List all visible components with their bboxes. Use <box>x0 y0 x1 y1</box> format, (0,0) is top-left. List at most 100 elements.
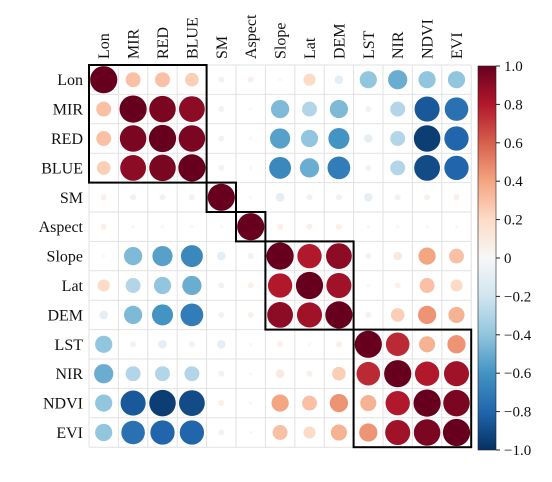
correlation-circle-dem-sm <box>218 311 225 318</box>
correlation-circle-lat-aspect <box>247 282 254 289</box>
correlation-circle-aspect-evi <box>454 225 459 229</box>
correlation-circle-lon-lat <box>303 73 316 86</box>
correlation-circle-mir-lon <box>96 101 112 117</box>
correlation-circle-red-lon <box>96 131 112 146</box>
row-label-lat: Lat <box>62 278 84 295</box>
correlation-circle-ndvi-aspect <box>249 401 253 405</box>
correlation-circle-dem-slope <box>267 302 293 328</box>
correlation-circle-evi-red <box>150 420 175 445</box>
row-label-ndvi: NDVI <box>43 396 83 413</box>
correlation-circle-sm-lst <box>364 193 373 202</box>
row-label-blue: BLUE <box>41 160 83 177</box>
correlation-circle-red-blue <box>178 125 206 152</box>
correlation-circle-nir-dem <box>332 366 346 381</box>
correlation-circle-mir-mir <box>119 95 147 123</box>
correlation-circle-aspect-aspect <box>237 213 265 241</box>
highlight-block-sm-sm <box>205 181 238 214</box>
correlation-circle-nir-slope <box>275 369 285 379</box>
correlation-circle-sm-dem <box>335 194 342 201</box>
column-label-blue: BLUE <box>184 17 201 59</box>
colorbar-tick-label: −1.0 <box>504 443 531 459</box>
correlation-circle-sm-nir <box>394 194 401 201</box>
correlation-circle-lst-lst <box>354 330 382 358</box>
correlation-circle-lon-ndvi <box>418 71 436 89</box>
column-label-nir: NIR <box>390 31 407 59</box>
correlation-circle-blue-lon <box>96 161 111 175</box>
correlation-circle-ndvi-mir <box>120 390 146 416</box>
correlation-circle-lst-dem <box>335 341 342 348</box>
correlation-circle-lat-lst <box>366 283 370 288</box>
correlation-circle-ndvi-blue <box>179 390 205 416</box>
correlation-circle-dem-lst <box>365 311 372 318</box>
correlation-circle-dem-mir <box>123 305 143 325</box>
highlight-block-aspect-aspect <box>235 211 267 243</box>
correlation-circle-sm-ndvi <box>424 194 431 201</box>
highlight-block-lst-evi <box>352 328 473 449</box>
correlation-circle-nir-lon <box>94 364 114 384</box>
correlation-circle-nir-nir <box>384 360 412 388</box>
correlation-circle-lon-mir <box>125 72 141 88</box>
correlation-circle-red-aspect <box>249 136 253 141</box>
column-label-lat: Lat <box>302 37 319 59</box>
correlation-circle-blue-nir <box>390 160 406 176</box>
correlation-circle-sm-blue <box>188 194 195 201</box>
correlation-circle-blue-dem <box>327 156 351 180</box>
correlation-circle-blue-ndvi <box>414 155 440 181</box>
correlation-circle-evi-aspect <box>249 430 253 435</box>
row-label-sm: SM <box>60 190 83 207</box>
correlation-circle-slope-blue <box>180 245 203 268</box>
correlation-circle-nir-lat <box>306 370 313 377</box>
correlation-circle-lon-lst <box>359 71 377 89</box>
colorbar-tick-label: 0.2 <box>504 213 523 229</box>
correlation-circle-lat-mir <box>125 278 141 293</box>
correlation-circle-evi-sm <box>218 429 225 436</box>
correlation-circle-mir-ndvi <box>414 96 440 122</box>
correlation-circle-evi-mir <box>121 420 145 445</box>
colorbar-tick-label: −0.8 <box>504 405 531 421</box>
correlation-circle-sm-aspect <box>249 195 253 199</box>
correlation-circle-ndvi-slope <box>271 394 289 412</box>
correlation-circle-evi-ndvi <box>413 419 441 446</box>
correlation-circle-slope-red <box>152 246 173 267</box>
correlation-circle-mir-red <box>149 95 176 123</box>
correlation-circle-aspect-lst <box>366 225 370 229</box>
correlation-circle-dem-evi <box>448 306 465 323</box>
correlation-circle-red-dem <box>328 127 350 150</box>
correlation-circle-dem-red <box>151 304 174 326</box>
correlation-circle-nir-sm <box>218 370 225 377</box>
correlation-circle-sm-red <box>159 194 166 201</box>
correlation-circle-sm-slope <box>275 193 285 202</box>
correlation-circle-lon-slope <box>278 78 282 82</box>
correlation-circle-lst-lat <box>307 342 312 346</box>
correlation-circle-blue-red <box>149 154 176 182</box>
colorbar-tick-label: 0.4 <box>504 174 523 190</box>
correlation-circle-blue-mir <box>120 155 146 181</box>
correlation-circle-lat-dem <box>326 272 352 299</box>
correlation-circle-lst-aspect <box>249 342 253 346</box>
correlation-circle-blue-lst <box>365 164 372 171</box>
correlation-circle-nir-evi <box>443 361 470 387</box>
correlation-circle-sm-lon <box>100 194 107 201</box>
correlation-circle-mir-aspect <box>249 107 253 111</box>
colorbar-tick-label: −0.2 <box>504 289 531 305</box>
correlation-circle-blue-evi <box>444 155 469 181</box>
correlation-circle-slope-mir <box>123 246 143 266</box>
correlation-circle-lst-lon <box>95 335 113 353</box>
correlation-circle-lst-slope <box>277 341 284 348</box>
correlation-circle-aspect-lat <box>306 223 313 230</box>
colorbar-tick-label: −0.4 <box>504 328 532 344</box>
correlation-circle-slope-dem <box>326 243 352 269</box>
correlation-circle-ndvi-lat <box>302 395 317 411</box>
correlation-circle-red-lat <box>300 129 319 148</box>
colorbar-tick-label: 0.8 <box>504 97 523 113</box>
correlation-circle-aspect-nir <box>396 225 400 229</box>
correlation-circle-red-lst <box>364 134 373 143</box>
correlation-circle-lat-evi <box>450 279 463 292</box>
correlation-circle-slope-aspect <box>247 253 254 260</box>
correlation-circle-lon-aspect <box>247 76 254 83</box>
correlation-circle-aspect-sm <box>219 225 223 229</box>
correlation-circle-blue-aspect <box>249 166 253 170</box>
correlation-circle-mir-sm <box>218 106 225 113</box>
row-label-red: RED <box>51 131 83 148</box>
